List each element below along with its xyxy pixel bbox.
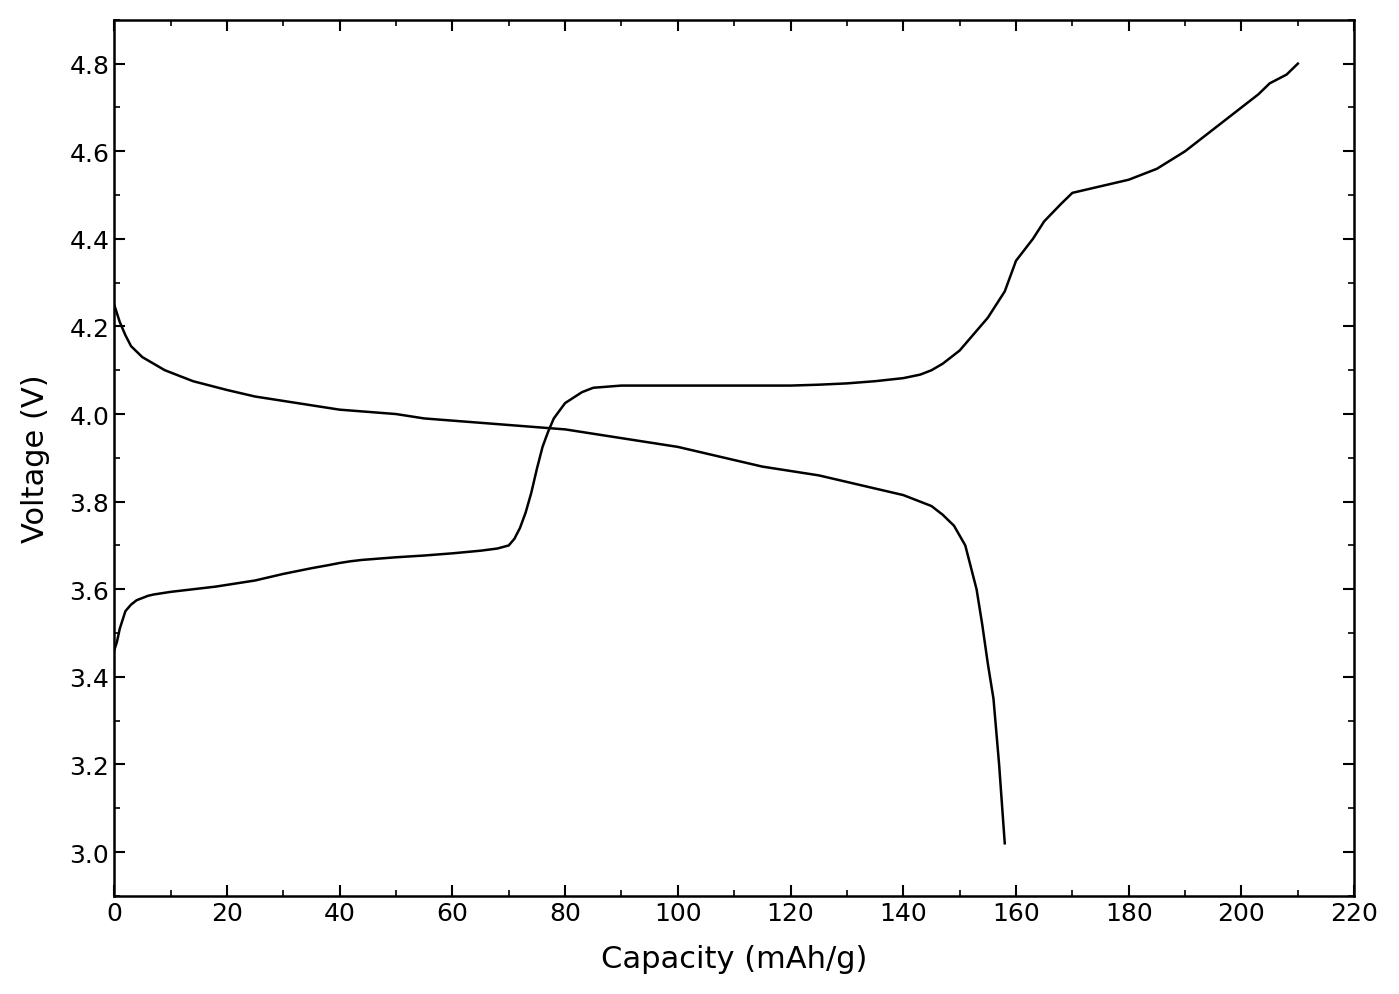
X-axis label: Capacity (mAh/g): Capacity (mAh/g) xyxy=(602,944,867,973)
Y-axis label: Voltage (V): Voltage (V) xyxy=(21,374,50,543)
